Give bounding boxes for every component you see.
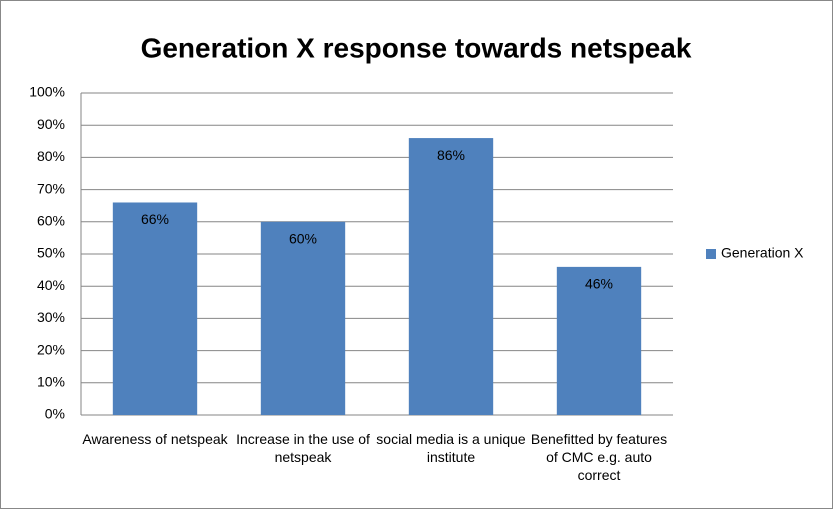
x-tick-label: social media is a unique institute <box>376 431 526 465</box>
y-tick-label: 90% <box>37 116 65 132</box>
data-label: 86% <box>437 147 465 163</box>
bar <box>408 138 494 415</box>
y-tick-label: 10% <box>37 374 65 390</box>
bar <box>260 221 346 415</box>
y-tick-label: 30% <box>37 309 65 325</box>
x-tick-label: Awareness of netspeak <box>82 431 228 447</box>
y-tick-label: 20% <box>37 341 65 357</box>
legend-label: Generation X <box>721 245 804 261</box>
y-tick-label: 100% <box>29 84 65 100</box>
y-tick-label: 50% <box>37 245 65 261</box>
y-tick-label: 40% <box>37 277 65 293</box>
bar <box>556 266 642 415</box>
x-tick-label: Benefitted by features of CMC e.g. auto … <box>530 431 668 483</box>
x-tick-label: Increase in the use of netspeak <box>236 431 370 465</box>
data-label: 66% <box>141 211 169 227</box>
y-tick-label: 80% <box>37 148 65 164</box>
data-label: 46% <box>585 276 613 292</box>
chart-title: Generation X response towards netspeak <box>141 32 692 63</box>
y-tick-label: 60% <box>37 213 65 229</box>
bar <box>112 202 198 415</box>
y-tick-label: 0% <box>45 406 65 422</box>
legend-swatch <box>706 249 716 259</box>
y-tick-label: 70% <box>37 180 65 196</box>
data-label: 60% <box>289 231 317 247</box>
